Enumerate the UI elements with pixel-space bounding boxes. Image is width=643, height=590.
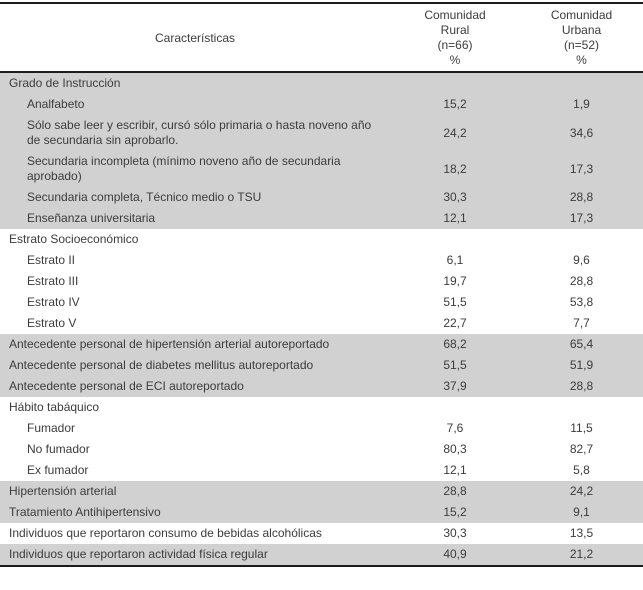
rural-value: 15,2 [390, 94, 520, 115]
row-label: Estrato V [27, 316, 77, 330]
urbana-value [520, 229, 643, 250]
urbana-value: 17,3 [520, 151, 643, 187]
row-label: Estrato IV [27, 295, 80, 309]
rural-value: 37,9 [390, 376, 520, 397]
row-label: Hipertensión arterial [0, 481, 390, 502]
urbana-value: 11,5 [570, 421, 593, 435]
header-comunidad-urbana: Comunidad Urbana (n=52) % [520, 3, 643, 73]
urbana-value: 9,1 [520, 502, 643, 523]
rural-value: 68,2 [390, 334, 520, 355]
table-row: Grado de Instrucción [0, 72, 643, 94]
row-label: Secundaria incompleta (mínimo noveno año… [0, 151, 390, 187]
table-row: Estrato Socioeconómico [0, 229, 643, 250]
rural-value [390, 397, 520, 418]
urbana-value: 17,3 [520, 208, 643, 229]
urbana-value [520, 72, 643, 94]
row-label: Individuos que reportaron consumo de beb… [9, 526, 322, 540]
urbana-value [520, 397, 643, 418]
table-row: Individuos que reportaron consumo de beb… [0, 523, 643, 544]
table-row: Estrato IV 51,5 53,8 [0, 292, 643, 313]
header-row: Características Comunidad Rural (n=66) %… [0, 3, 643, 73]
table-row: Hábito tabáquico [0, 397, 643, 418]
rural-value: 28,8 [390, 481, 520, 502]
row-label: Fumador [27, 421, 76, 435]
urbana-value: 9,6 [573, 253, 590, 267]
rural-value: 15,2 [390, 502, 520, 523]
rural-value: 22,7 [443, 316, 467, 330]
row-label: Individuos que reportaron actividad físi… [0, 544, 390, 566]
row-label: Antecedente personal de diabetes mellitu… [0, 355, 390, 376]
table-row: Antecedente personal de diabetes mellitu… [0, 355, 643, 376]
characteristics-table: Características Comunidad Rural (n=66) %… [0, 2, 643, 567]
rural-value: 7,6 [446, 421, 464, 435]
table-row: Estrato II 6,1 9,6 [0, 250, 643, 271]
table-row: Individuos que reportaron actividad físi… [0, 544, 643, 566]
table-row: Ex fumador 12,1 5,8 [0, 460, 643, 481]
urbana-value: 7,7 [573, 316, 590, 330]
row-label: Estrato III [27, 274, 79, 288]
table-row: No fumador 80,3 82,7 [0, 439, 643, 460]
row-label: Antecedente personal de hipertensión art… [0, 334, 390, 355]
table-body: Grado de Instrucción Analfabeto 15,2 1,9 Sól… [0, 72, 643, 566]
rural-value: 30,3 [443, 526, 467, 540]
urbana-value: 51,9 [520, 355, 643, 376]
urbana-value: 34,6 [520, 115, 643, 151]
table-row: Antecedente personal de ECI autoreportad… [0, 376, 643, 397]
urbana-value: 5,8 [573, 463, 590, 477]
urbana-value: 28,8 [520, 376, 643, 397]
header-comunidad-rural: Comunidad Rural (n=66) % [390, 3, 520, 73]
urbana-value: 65,4 [520, 334, 643, 355]
urbana-value: 13,5 [569, 526, 594, 540]
rural-value: 12,1 [443, 463, 467, 477]
urbana-value: 28,8 [520, 187, 643, 208]
table-row: Fumador 7,6 11,5 [0, 418, 643, 439]
urbana-value: 1,9 [520, 94, 643, 115]
table-row: Secundaria incompleta (mínimo noveno año… [0, 151, 643, 187]
rural-value: 51,5 [443, 295, 467, 309]
row-label: Secundaria completa, Técnico medio o TSU [0, 187, 390, 208]
rural-value: 80,3 [443, 442, 467, 456]
rural-value: 18,2 [390, 151, 520, 187]
table-row: Enseñanza universitaria 12,1 17,3 [0, 208, 643, 229]
rural-value: 6,1 [446, 253, 464, 267]
table-row: Secundaria completa, Técnico medio o TSU… [0, 187, 643, 208]
row-label: Grado de Instrucción [0, 72, 390, 94]
row-label: Estrato Socioeconómico [9, 232, 139, 246]
row-label: Enseñanza universitaria [0, 208, 390, 229]
table-row: Estrato III 19,7 28,8 [0, 271, 643, 292]
rural-value: 12,1 [390, 208, 520, 229]
rural-value [390, 229, 520, 250]
rural-value: 40,9 [390, 544, 520, 566]
urbana-value: 21,2 [520, 544, 643, 566]
rural-value: 30,3 [390, 187, 520, 208]
header-characteristics: Características [0, 3, 390, 73]
urbana-value: 28,8 [569, 274, 594, 288]
table-row: Estrato V 22,7 7,7 [0, 313, 643, 334]
table-row: Sólo sabe leer y escribir, cursó sólo pr… [0, 115, 643, 151]
row-label: Antecedente personal de ECI autoreportad… [0, 376, 390, 397]
rural-value: 51,5 [390, 355, 520, 376]
table-row: Antecedente personal de hipertensión art… [0, 334, 643, 355]
row-label: Estrato II [27, 253, 76, 267]
table-row: Analfabeto 15,2 1,9 [0, 94, 643, 115]
urbana-value: 53,8 [569, 295, 594, 309]
row-label: Analfabeto [0, 94, 390, 115]
rural-value: 24,2 [390, 115, 520, 151]
row-label: Sólo sabe leer y escribir, cursó sólo pr… [0, 115, 390, 151]
table-row: Tratamiento Antihipertensivo 15,2 9,1 [0, 502, 643, 523]
row-label: Ex fumador [27, 463, 89, 477]
table-row: Hipertensión arterial 28,8 24,2 [0, 481, 643, 502]
row-label: No fumador [27, 442, 90, 456]
row-label: Hábito tabáquico [9, 400, 100, 414]
rural-value: 19,7 [443, 274, 467, 288]
rural-value [390, 72, 520, 94]
table-header: Características Comunidad Rural (n=66) %… [0, 3, 643, 73]
row-label: Tratamiento Antihipertensivo [0, 502, 390, 523]
urbana-value: 24,2 [520, 481, 643, 502]
urbana-value: 82,7 [569, 442, 594, 456]
